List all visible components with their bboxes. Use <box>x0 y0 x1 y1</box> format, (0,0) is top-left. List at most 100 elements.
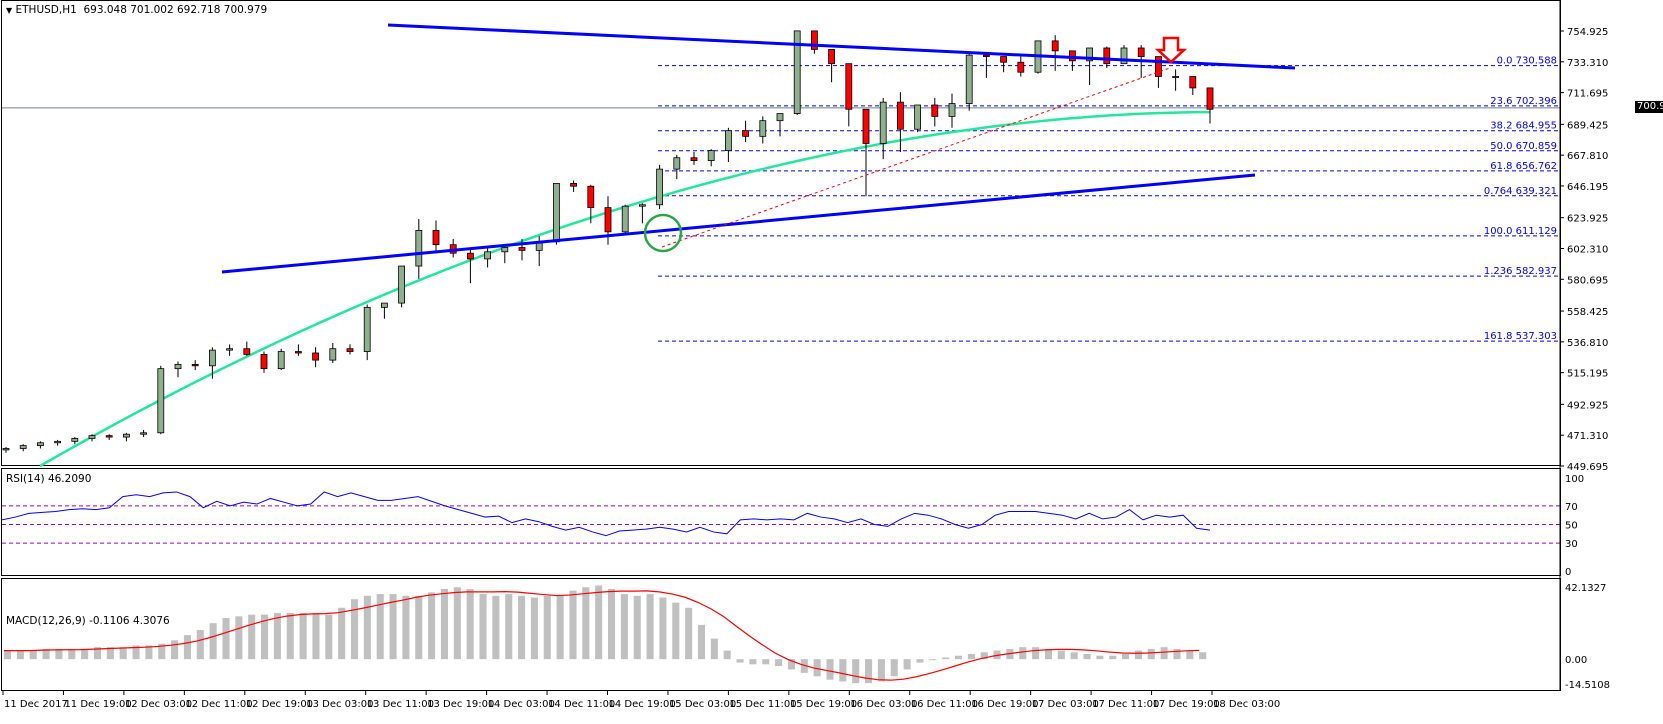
candle-body <box>553 182 560 243</box>
macd-histogram-bar <box>787 659 795 670</box>
macd-histogram-bar <box>556 595 564 660</box>
time-axis-label: 17 Dec 11:00 <box>1092 699 1159 710</box>
time-axis-label: 17 Dec 19:00 <box>1153 699 1220 710</box>
candle-body <box>1069 50 1076 62</box>
time-axis-label: 18 Dec 03:00 <box>1213 699 1280 710</box>
candle-body <box>123 433 130 438</box>
macd-histogram-bar <box>1083 654 1091 660</box>
macd-histogram-bar <box>620 594 628 660</box>
macd-histogram-bar <box>1019 647 1027 660</box>
candle-body <box>329 348 337 361</box>
macd-histogram-bar <box>29 650 37 660</box>
candle-body <box>828 49 835 65</box>
macd-histogram-bar <box>710 638 718 660</box>
candle-body <box>879 101 887 144</box>
candle-body <box>19 445 27 449</box>
macd-axis-label: 42.1327 <box>1565 583 1606 594</box>
macd-signal-line <box>4 590 1200 681</box>
macd-title: MACD(12,26,9) -0.1106 4.3076 <box>6 615 170 627</box>
candle-body <box>656 168 663 206</box>
fib-level-label: 161.8 537.303 <box>1484 331 1557 342</box>
macd-histogram-bar <box>171 640 179 660</box>
time-axis-label: 11 Dec 2017 <box>4 699 68 710</box>
candle-body <box>1103 47 1111 65</box>
macd-histogram-bar <box>954 655 963 660</box>
candle-body <box>690 157 698 161</box>
macd-histogram-bar <box>286 612 294 660</box>
macd-axis-label: -14.5108 <box>1565 680 1610 691</box>
macd-histogram-bar <box>1173 648 1181 660</box>
time-axis-label: 15 Dec 11:00 <box>729 699 796 710</box>
candle-body <box>639 204 646 207</box>
time-axis-label: 15 Dec 03:00 <box>669 699 736 710</box>
price-axis-label: 667.810 <box>1567 151 1608 162</box>
candle-body <box>312 352 320 361</box>
rsi-axis-label: 70 <box>1565 502 1578 513</box>
macd-histogram-bar <box>1070 652 1078 660</box>
macd-histogram-bar <box>646 594 654 660</box>
candle-body <box>965 54 973 104</box>
candle-body <box>1086 47 1093 62</box>
fib-connector-line <box>661 67 1171 248</box>
candle-body <box>1000 56 1007 63</box>
macd-histogram-bar <box>543 595 551 660</box>
triangle-down-icon[interactable]: ▼ <box>6 6 13 15</box>
price-axis-label: 515.195 <box>1567 369 1608 380</box>
macd-histogram-bar <box>865 659 873 684</box>
candle-body <box>398 265 406 304</box>
macd-histogram-bar <box>569 590 577 660</box>
macd-histogram-bar <box>672 602 680 660</box>
macd-histogram-bar <box>967 654 975 660</box>
macd-histogram-bar <box>1122 654 1130 660</box>
candle-body <box>501 247 509 253</box>
macd-histogram-bar <box>518 595 526 660</box>
ohlc-values: 693.048 701.002 692.718 700.979 <box>83 4 268 16</box>
candle-body <box>604 207 612 233</box>
macd-histogram-bar <box>440 588 449 660</box>
rsi-axis-label: 30 <box>1565 539 1578 550</box>
price-axis-label: 623.925 <box>1567 214 1608 225</box>
macd-histogram-bar <box>273 612 281 660</box>
time-axis-label: 16 Dec 19:00 <box>971 699 1038 710</box>
candle-body <box>157 368 165 434</box>
price-axis-label: 536.810 <box>1567 338 1608 349</box>
macd-histogram-bar <box>350 599 359 660</box>
current-price-tag: 700.979 <box>1635 101 1663 113</box>
down-arrow-icon <box>1154 36 1188 64</box>
macd-histogram-bar <box>119 647 127 660</box>
candle-body <box>793 30 801 114</box>
fib-level-label: 61.8 656.762 <box>1490 161 1557 172</box>
macd-histogram-bar <box>196 630 204 660</box>
ascending-trendline[interactable] <box>221 173 1256 274</box>
macd-histogram-bar <box>530 597 538 660</box>
candle-body <box>432 230 440 246</box>
candle-body <box>191 363 199 367</box>
candle-body <box>346 348 354 352</box>
rsi-axis-label: 0 <box>1565 567 1571 578</box>
macd-histogram-bar <box>1044 648 1053 660</box>
rsi-pane-frame <box>1 468 1561 576</box>
time-axis-label: 14 Dec 11:00 <box>548 699 615 710</box>
macd-histogram-bar <box>428 592 436 660</box>
candle-body <box>914 104 921 130</box>
price-axis-label: 602.310 <box>1567 245 1608 256</box>
price-axis-label: 733.310 <box>1567 58 1608 69</box>
fib-level-label: 23.6 702.396 <box>1490 96 1557 107</box>
fib-level-label: 1.236 582.937 <box>1484 266 1557 277</box>
candle-body <box>931 104 939 117</box>
time-axis-label: 12 Dec 03:00 <box>125 699 192 710</box>
descending-trendline[interactable] <box>387 23 1296 70</box>
macd-histogram-bar <box>890 659 898 677</box>
macd-histogram-bar <box>1186 650 1194 660</box>
candle-body <box>1137 47 1145 57</box>
candle-body <box>948 103 956 117</box>
macd-histogram-bar <box>106 647 114 660</box>
rsi-line <box>1 491 1211 537</box>
candle-body <box>294 351 302 354</box>
macd-histogram-bar <box>685 607 693 660</box>
macd-histogram-bar <box>363 595 371 660</box>
support-touch-circle <box>643 213 683 253</box>
candle-body <box>1120 47 1128 65</box>
time-axis-label: 13 Dec 11:00 <box>367 699 434 710</box>
